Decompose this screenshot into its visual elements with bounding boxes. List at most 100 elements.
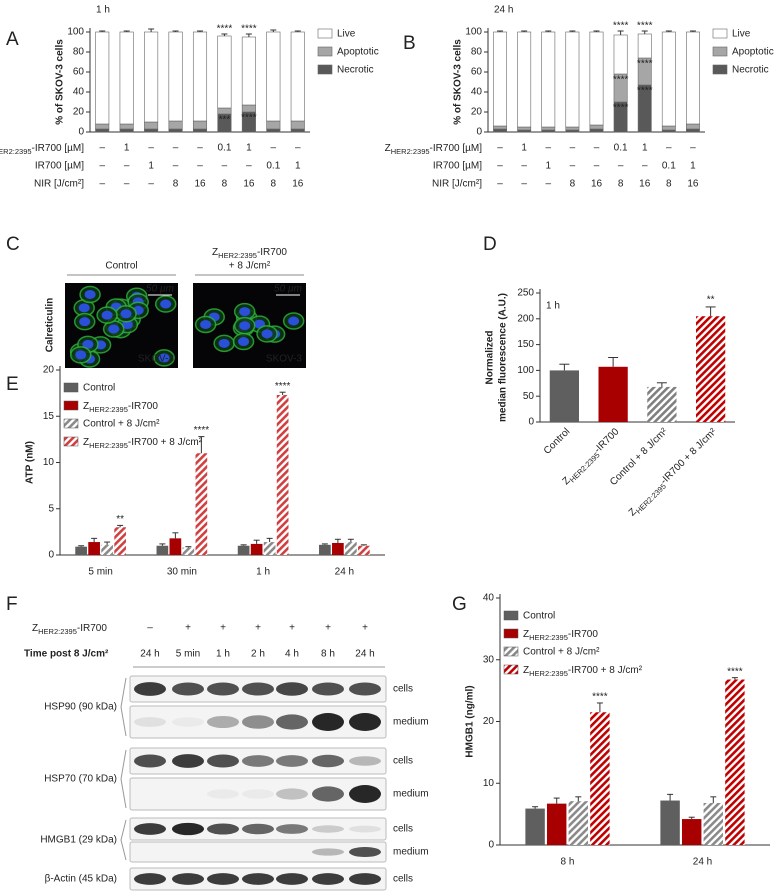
blot-band	[207, 682, 239, 696]
time-point: 4 h	[285, 649, 299, 660]
blot-band	[172, 682, 204, 696]
treatment-sign: +	[255, 623, 261, 634]
y-tick-label: 5	[48, 503, 54, 514]
y-axis-label: ATP (nM)	[25, 441, 36, 484]
blot-band	[207, 754, 239, 768]
x-tick-label: 8 h	[561, 857, 575, 868]
bar	[549, 370, 579, 422]
scale-bar-label: 50 µm	[274, 284, 302, 295]
significance-label: ****	[241, 113, 257, 124]
condition-label: IR700 [µM]	[433, 161, 482, 172]
condition-value: 1	[124, 143, 130, 154]
condition-value: –	[690, 143, 696, 154]
y-tick-label: 20	[73, 107, 85, 118]
protein-label: β-Actin (45 kDa)	[45, 874, 117, 885]
legend-label: ZHER2:2395-IR700	[523, 629, 598, 643]
condition-value: 16	[687, 179, 699, 190]
legend-swatch	[712, 28, 728, 39]
bar-segment	[661, 129, 676, 133]
cell-nucleus	[261, 329, 273, 339]
blot-band	[242, 715, 274, 729]
condition-value: –	[173, 143, 179, 154]
protein-label: HSP70 (70 kDa)	[44, 774, 117, 785]
condition-value: –	[295, 143, 301, 154]
bar	[276, 394, 289, 555]
condition-value: 0.1	[614, 143, 628, 154]
bar-segment	[119, 128, 134, 133]
bar	[725, 679, 745, 845]
y-tick-label: 30	[483, 654, 495, 665]
bar	[345, 542, 357, 555]
bar-segment	[589, 31, 604, 126]
blot-band	[242, 873, 274, 885]
time-point: 5 min	[176, 649, 200, 660]
legend-label: Control	[83, 383, 115, 394]
blot-band	[312, 873, 344, 885]
time-point: 24 h	[140, 649, 159, 660]
significance-label: ****	[637, 59, 653, 70]
y-tick-label: 40	[73, 87, 85, 98]
bar-segment	[119, 31, 134, 125]
condition-value: –	[666, 143, 672, 154]
treatment-sign: +	[325, 623, 331, 634]
legend-swatch	[712, 46, 728, 57]
legend-swatch	[503, 664, 519, 675]
protein-label: HSP90 (90 kDa)	[44, 702, 117, 713]
bar	[101, 544, 113, 555]
condition-value: 16	[639, 179, 651, 190]
significance-label: ****	[637, 86, 653, 97]
scale-bar-label: 50 µm	[146, 284, 174, 295]
bar	[319, 544, 331, 555]
chart-title: 1 h	[546, 301, 560, 312]
bar-segment	[95, 128, 110, 133]
condition-value: –	[570, 143, 576, 154]
bar	[568, 801, 589, 845]
blot-band	[242, 823, 274, 835]
treatment-sign: +	[220, 623, 226, 634]
blot-band	[349, 785, 381, 803]
legend-swatch	[317, 64, 333, 75]
condition-label: ZHER2:2395-IR700 [µM]	[385, 143, 483, 157]
condition-value: –	[99, 179, 105, 190]
bar-segment	[290, 120, 305, 130]
significance-label: ****	[275, 381, 291, 392]
cell-nucleus	[288, 316, 300, 326]
legend-swatch	[503, 628, 519, 639]
blot-band	[134, 682, 166, 696]
significance-label: ****	[637, 21, 653, 32]
bar-segment	[266, 120, 281, 130]
legend-swatch	[63, 382, 79, 393]
blot-band	[242, 682, 274, 696]
blot-band	[276, 788, 308, 800]
panel-letter: C	[6, 234, 20, 255]
bar-segment	[168, 120, 183, 130]
time-point: 2 h	[251, 649, 265, 660]
blot-band	[276, 873, 308, 885]
legend-label: Control	[523, 611, 555, 622]
bar-segment	[517, 129, 532, 133]
significance-label: ****	[241, 24, 257, 35]
row-bracket	[120, 749, 127, 809]
bar-segment	[541, 129, 556, 133]
blot-band	[172, 822, 204, 836]
y-tick-label: 40	[483, 593, 495, 604]
bar-segment	[290, 128, 305, 133]
blot-band	[134, 823, 166, 835]
bar-segment	[241, 104, 256, 113]
blot-band	[349, 825, 381, 833]
fraction-label: cells	[393, 756, 413, 767]
condition-value: 1	[545, 161, 551, 172]
significance-label: ****	[217, 24, 233, 35]
panel-letter: G	[452, 594, 467, 615]
y-axis-label: median fluorescence (A.U.)	[498, 293, 509, 422]
blot-band	[242, 755, 274, 767]
y-tick-label: 200	[517, 313, 534, 324]
bar-segment	[565, 31, 580, 128]
condition-value: 0.1	[266, 161, 280, 172]
cell-nucleus	[82, 339, 94, 349]
significance-label: ****	[727, 666, 743, 677]
bar	[696, 316, 726, 422]
bar-segment	[290, 31, 305, 122]
legend-swatch	[63, 418, 79, 429]
